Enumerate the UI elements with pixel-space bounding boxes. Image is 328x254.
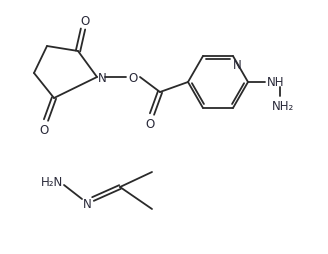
Text: N: N [233,58,241,71]
Text: N: N [83,197,92,210]
Text: O: O [145,117,154,130]
Text: NH₂: NH₂ [272,99,294,112]
Text: NH: NH [267,75,285,88]
Text: N: N [98,71,106,84]
Text: O: O [80,14,90,27]
Text: O: O [39,123,49,136]
Text: H₂N: H₂N [41,176,63,189]
Text: O: O [128,71,138,84]
